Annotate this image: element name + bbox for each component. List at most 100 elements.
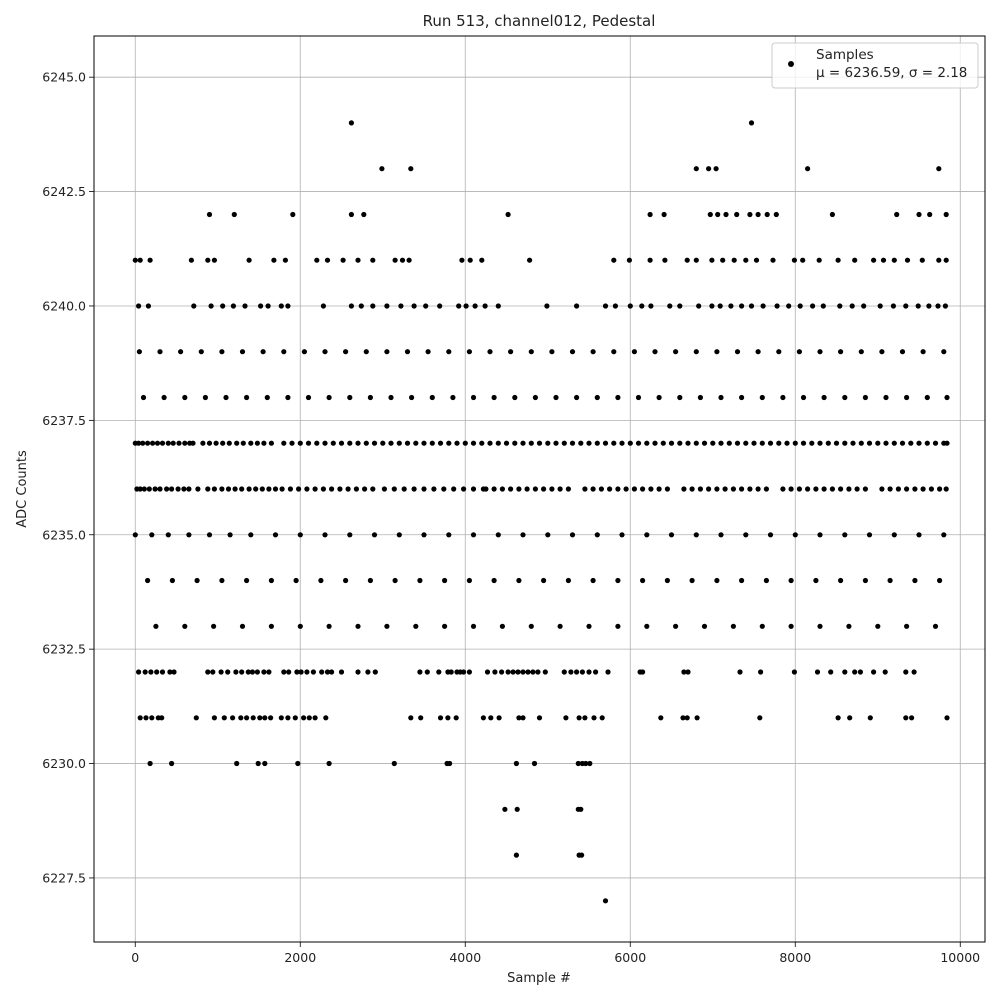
data-point — [470, 532, 477, 538]
data-point — [220, 303, 226, 309]
data-point — [301, 715, 307, 721]
data-point — [553, 440, 559, 446]
data-point — [852, 257, 858, 263]
data-point — [835, 715, 841, 721]
data-point — [499, 669, 505, 675]
y-axis-title: ADC Counts — [15, 450, 30, 528]
data-point — [170, 440, 176, 446]
data-point — [858, 440, 864, 446]
data-point — [231, 211, 237, 218]
legend-series-stats: μ = 6236.59, σ = 2.18 — [816, 65, 967, 81]
data-point — [520, 532, 526, 538]
data-point — [549, 349, 555, 355]
data-point — [877, 303, 883, 309]
data-point — [206, 532, 213, 538]
data-point — [677, 303, 683, 309]
data-point — [944, 715, 950, 721]
data-point — [717, 303, 723, 309]
data-point — [338, 669, 345, 675]
data-point — [437, 715, 444, 721]
data-point — [829, 486, 836, 492]
data-point — [883, 394, 889, 401]
data-point — [681, 669, 687, 675]
data-point — [413, 623, 419, 629]
data-point — [211, 257, 217, 263]
data-point — [677, 394, 683, 401]
data-point — [693, 166, 699, 172]
data-point — [137, 486, 143, 492]
data-point — [693, 257, 699, 263]
data-point — [165, 532, 171, 538]
data-point — [505, 211, 511, 218]
data-point — [211, 486, 217, 492]
data-point — [739, 577, 745, 584]
data-point — [565, 486, 572, 492]
data-point — [314, 257, 320, 263]
data-point — [329, 486, 335, 492]
data-point — [495, 440, 501, 446]
data-point — [355, 257, 361, 263]
data-point — [488, 715, 494, 721]
data-point — [720, 257, 726, 263]
data-point — [751, 440, 757, 446]
data-point — [347, 394, 353, 401]
chart-title: Run 513, channel012, Pedestal — [423, 12, 656, 30]
data-point — [175, 486, 181, 492]
data-point — [421, 532, 427, 538]
data-point — [365, 669, 371, 675]
data-point — [513, 760, 520, 767]
data-point — [159, 669, 166, 675]
data-point — [619, 440, 625, 446]
data-point — [532, 394, 539, 401]
data-point — [788, 577, 794, 584]
data-point — [285, 394, 291, 401]
data-point — [574, 394, 580, 401]
data-point — [167, 669, 173, 675]
data-point — [200, 440, 206, 446]
data-point — [866, 440, 873, 446]
data-point — [755, 349, 761, 355]
data-point — [525, 669, 531, 675]
data-point — [817, 532, 823, 538]
data-point — [210, 669, 216, 675]
data-point — [837, 303, 843, 309]
data-point — [685, 440, 691, 446]
data-point — [181, 486, 187, 492]
data-point — [194, 577, 200, 584]
legend-box — [771, 42, 979, 89]
data-point — [904, 257, 911, 263]
data-point — [545, 440, 551, 446]
data-point — [421, 440, 427, 446]
data-point — [136, 440, 142, 446]
data-point — [480, 715, 486, 721]
data-point — [384, 349, 390, 355]
data-point — [169, 760, 175, 767]
data-point — [549, 486, 555, 492]
y-tick-label: 6235.0 — [42, 527, 86, 542]
data-point — [132, 257, 138, 263]
data-point — [370, 257, 376, 263]
data-point — [728, 303, 734, 309]
data-point — [528, 440, 534, 446]
data-point — [599, 715, 605, 721]
data-point — [244, 394, 250, 401]
data-point — [388, 440, 394, 446]
data-point — [535, 669, 541, 675]
data-point — [726, 440, 732, 446]
data-point — [813, 577, 819, 584]
data-point — [195, 486, 201, 492]
data-point — [266, 486, 272, 492]
data-point — [561, 440, 567, 446]
data-point — [821, 394, 827, 401]
data-point — [206, 211, 213, 218]
data-point — [463, 303, 469, 309]
legend-marker — [788, 61, 794, 67]
data-point — [503, 440, 510, 446]
data-point — [817, 440, 823, 446]
data-point — [602, 440, 609, 446]
data-point — [254, 669, 260, 675]
data-point — [268, 440, 274, 446]
data-point — [153, 623, 159, 629]
y-tick-label: 6237.5 — [42, 413, 86, 428]
data-point — [516, 715, 522, 721]
